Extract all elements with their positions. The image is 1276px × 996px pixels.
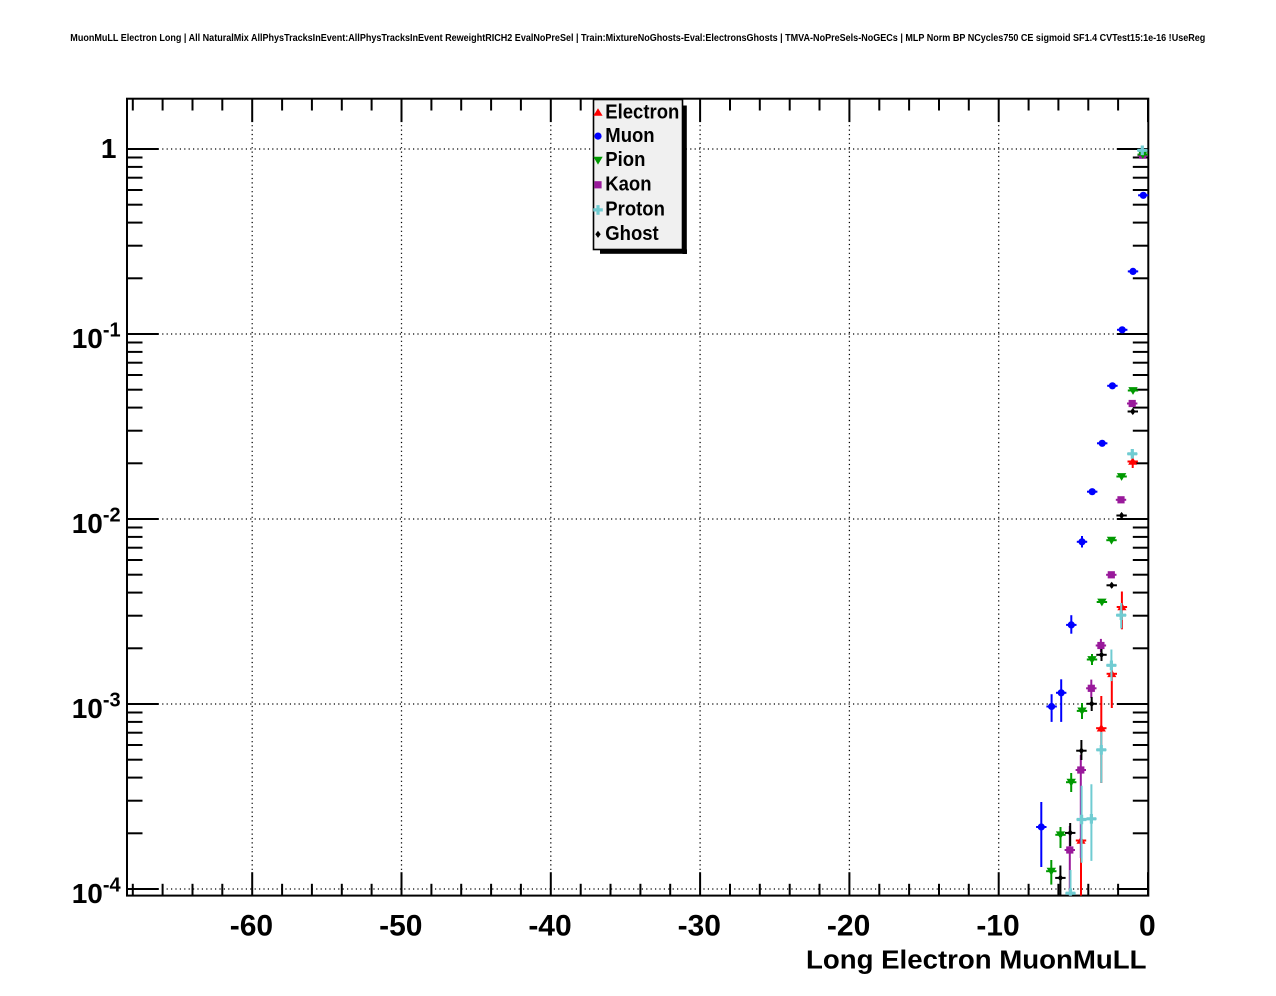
- svg-text:-10: -10: [976, 910, 1019, 943]
- svg-text:0: 0: [1139, 910, 1156, 943]
- svg-text:-30: -30: [678, 910, 721, 943]
- svg-text:-50: -50: [379, 910, 422, 943]
- svg-text:-60: -60: [230, 910, 273, 943]
- svg-text:Proton: Proton: [605, 199, 665, 221]
- svg-text:1: 1: [101, 133, 117, 164]
- svg-text:Electron: Electron: [605, 101, 679, 123]
- svg-text:10-3: 10-3: [72, 690, 121, 725]
- svg-text:-20: -20: [827, 910, 870, 943]
- svg-text:Long Electron MuonMuLL: Long Electron MuonMuLL: [806, 947, 1147, 975]
- svg-text:10-1: 10-1: [72, 320, 121, 355]
- svg-text:MuonMuLL Electron Long | All N: MuonMuLL Electron Long | All NaturalMix …: [70, 33, 1205, 44]
- svg-text:Pion: Pion: [605, 149, 645, 171]
- svg-text:Ghost: Ghost: [605, 223, 659, 245]
- svg-text:-40: -40: [528, 910, 571, 943]
- svg-text:Muon: Muon: [605, 125, 654, 147]
- svg-text:Kaon: Kaon: [605, 174, 651, 196]
